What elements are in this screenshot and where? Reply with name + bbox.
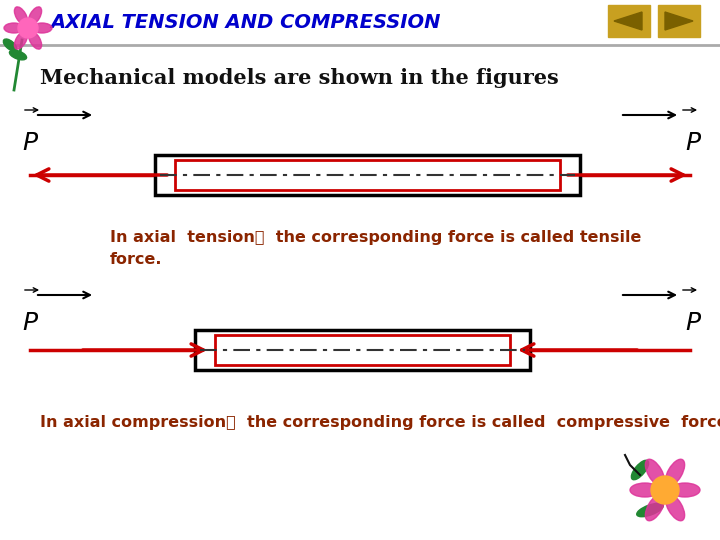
Ellipse shape [4,23,24,33]
Text: Mechanical models are shown in the figures: Mechanical models are shown in the figur… [40,68,559,88]
Ellipse shape [670,483,700,497]
Ellipse shape [4,39,17,51]
Bar [155,155,580,195]
Text: $P$: $P$ [22,312,39,335]
Circle shape [18,18,38,38]
Ellipse shape [665,459,685,486]
Ellipse shape [665,494,685,521]
Text: force.: force. [110,252,163,267]
Polygon shape [665,12,693,30]
Bar [215,335,510,365]
Ellipse shape [645,494,665,521]
Bar [608,5,650,37]
Text: In axial  tension，  the corresponding force is called tensile: In axial tension， the corresponding forc… [110,230,642,245]
Text: In axial compression，  the corresponding force is called  compressive  force.: In axial compression， the corresponding … [40,415,720,430]
Ellipse shape [28,31,42,49]
Polygon shape [614,12,642,30]
Ellipse shape [32,23,52,33]
Ellipse shape [14,31,27,49]
Ellipse shape [14,7,27,25]
Ellipse shape [630,483,660,497]
Text: AXIAL TENSION AND COMPRESSION: AXIAL TENSION AND COMPRESSION [50,12,441,31]
Bar [175,160,560,190]
Text: $P$: $P$ [685,312,702,335]
Ellipse shape [636,503,663,517]
Text: $P$: $P$ [22,132,39,155]
Ellipse shape [9,50,27,60]
Bar [195,330,530,370]
Ellipse shape [645,459,665,486]
Ellipse shape [631,460,649,480]
Bar [658,5,700,37]
Text: $P$: $P$ [685,132,702,155]
Circle shape [651,476,679,504]
Ellipse shape [28,7,42,25]
